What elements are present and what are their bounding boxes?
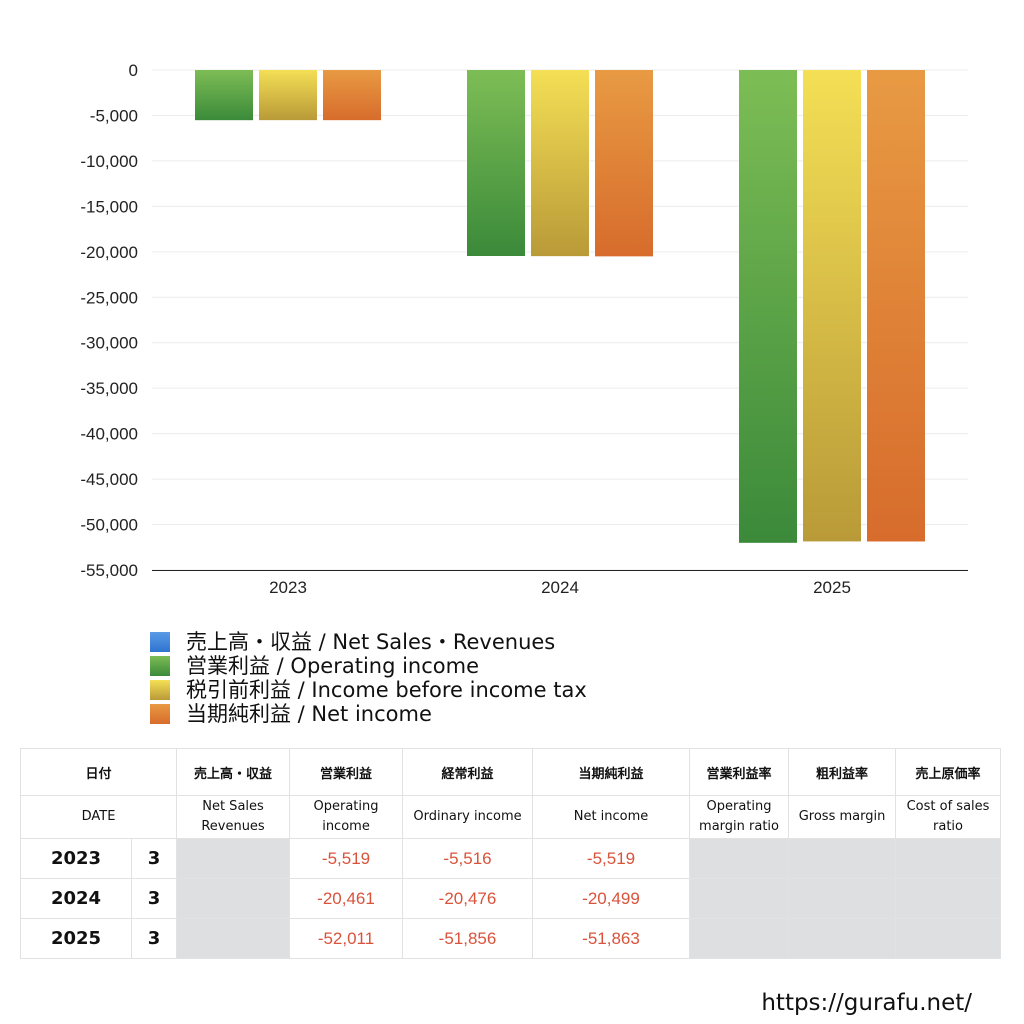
header-gross-en: Gross margin: [788, 795, 897, 839]
header-date-en: DATE: [19, 795, 178, 839]
header-ordinary-en: Ordinary income: [402, 795, 534, 839]
row-month: 3: [130, 918, 178, 959]
cell-cost-empty: [895, 918, 1002, 959]
header-text: Operating: [313, 799, 379, 814]
header-net-jp: 当期純利益: [532, 748, 691, 796]
y-tick-label: -20,000: [80, 243, 138, 262]
legend-swatch-net-sales: [150, 632, 170, 652]
cell-net: -51,863: [532, 918, 691, 959]
cell-gross-empty: [788, 838, 897, 879]
bar-operating-income-2023: [195, 70, 253, 121]
header-ordinary-jp: 経常利益: [402, 748, 534, 796]
cell-op-margin-empty: [689, 918, 790, 959]
cell-cost-empty: [895, 838, 1002, 879]
header-cost-jp: 売上原価率: [895, 748, 1002, 796]
cell-operating: -20,461: [289, 878, 404, 919]
header-gross-jp: 粗利益率: [788, 748, 897, 796]
header-cost-en: Cost of sales ratio: [895, 795, 1002, 839]
y-tick-label: -50,000: [80, 516, 138, 535]
bar-pretax-income-2024: [531, 70, 589, 257]
header-text: Net Sales: [202, 799, 264, 814]
cell-op-margin-empty: [689, 878, 790, 919]
legend-swatch-pretax-income: [150, 680, 170, 700]
financial-table: 日付 売上高・収益 営業利益 経常利益 当期純利益 営業利益率 粗利益率 売上原…: [19, 748, 1002, 959]
legend-label: 営業利益 / Operating income: [186, 654, 480, 678]
cell-ordinary: -20,476: [402, 878, 534, 919]
x-tick-label: 2023: [269, 578, 307, 597]
site-url[interactable]: https://gurafu.net/: [761, 990, 972, 1016]
row-year: 2023: [20, 838, 132, 879]
bar-operating-income-2024: [467, 70, 525, 257]
legend-label: 税引前利益 / Income before income tax: [186, 678, 587, 702]
row-month: 3: [130, 878, 178, 919]
cell-net-sales-empty: [176, 918, 291, 959]
header-date-jp: 日付: [19, 748, 178, 796]
table-header-en: DATE Net Sales Revenues Operating income O…: [19, 795, 1002, 839]
x-tick-label: 2025: [813, 578, 851, 597]
cell-gross-empty: [788, 878, 897, 919]
cell-net: -5,519: [532, 838, 691, 879]
y-tick-label: -5,000: [90, 106, 138, 125]
legend-label: 当期純利益 / Net income: [186, 702, 432, 726]
cell-op-margin-empty: [689, 838, 790, 879]
table-row: 2025 3 -52,011 -51,856 -51,863: [20, 918, 1002, 959]
y-tick-label: 0: [129, 61, 138, 80]
header-operating-jp: 営業利益: [289, 748, 404, 796]
legend-swatch-operating-income: [150, 656, 170, 676]
y-tick-label: -55,000: [80, 561, 138, 580]
bar-pretax-income-2025: [803, 70, 861, 542]
y-tick-label: -10,000: [80, 152, 138, 171]
header-op-margin-jp: 営業利益率: [689, 748, 790, 796]
cell-net-sales-empty: [176, 838, 291, 879]
header-net-en: Net income: [532, 795, 691, 839]
header-net-sales-en: Net Sales Revenues: [176, 795, 291, 839]
legend-item-pretax-income: 税引前利益 / Income before income tax: [150, 678, 587, 702]
legend-item-net-sales: 売上高・収益 / Net Sales・Revenues: [150, 630, 587, 654]
header-operating-en: Operating income: [289, 795, 404, 839]
cell-cost-empty: [895, 878, 1002, 919]
row-year: 2024: [20, 878, 132, 919]
x-tick-label: 2024: [541, 578, 579, 597]
y-tick-label: -15,000: [80, 197, 138, 216]
cell-operating: -5,519: [289, 838, 404, 879]
header-text: Operating: [706, 799, 772, 814]
header-op-margin-en: Operating margin ratio: [689, 795, 790, 839]
bar-net-income-2023: [323, 70, 381, 121]
header-text: income: [322, 819, 370, 834]
table-header-jp: 日付 売上高・収益 営業利益 経常利益 当期純利益 営業利益率 粗利益率 売上原…: [19, 748, 1002, 796]
header-text: ratio: [933, 819, 963, 834]
row-year: 2025: [20, 918, 132, 959]
chart-legend: 売上高・収益 / Net Sales・Revenues 営業利益 / Opera…: [150, 630, 587, 726]
table-row: 2024 3 -20,461 -20,476 -20,499: [20, 878, 1002, 919]
y-tick-label: -40,000: [80, 425, 138, 444]
legend-item-net-income: 当期純利益 / Net income: [150, 702, 587, 726]
bar-operating-income-2025: [739, 70, 797, 543]
cell-net-sales-empty: [176, 878, 291, 919]
cell-gross-empty: [788, 918, 897, 959]
legend-label: 売上高・収益 / Net Sales・Revenues: [186, 630, 556, 654]
bar-net-income-2024: [595, 70, 653, 257]
legend-item-operating-income: 営業利益 / Operating income: [150, 654, 587, 678]
bar-chart: 0 -5,000 -10,000 -15,000 -20,000 -25,000 -30,0…: [80, 61, 968, 597]
legend-swatch-net-income: [150, 704, 170, 724]
row-month: 3: [130, 838, 178, 879]
table-row: 2023 3 -5,519 -5,516 -5,519: [20, 838, 1002, 879]
bar-pretax-income-2023: [259, 70, 317, 121]
cell-ordinary: -51,856: [402, 918, 534, 959]
y-tick-label: -30,000: [80, 334, 138, 353]
cell-ordinary: -5,516: [402, 838, 534, 879]
cell-operating: -52,011: [289, 918, 404, 959]
header-net-sales-jp: 売上高・収益: [176, 748, 291, 796]
cell-net: -20,499: [532, 878, 691, 919]
y-tick-label: -35,000: [80, 379, 138, 398]
header-text: Cost of sales: [906, 799, 990, 814]
y-tick-label: -45,000: [80, 470, 138, 489]
y-tick-label: -25,000: [80, 288, 138, 307]
header-text: Revenues: [201, 819, 265, 834]
header-text: margin ratio: [699, 819, 779, 834]
bar-net-income-2025: [867, 70, 925, 542]
